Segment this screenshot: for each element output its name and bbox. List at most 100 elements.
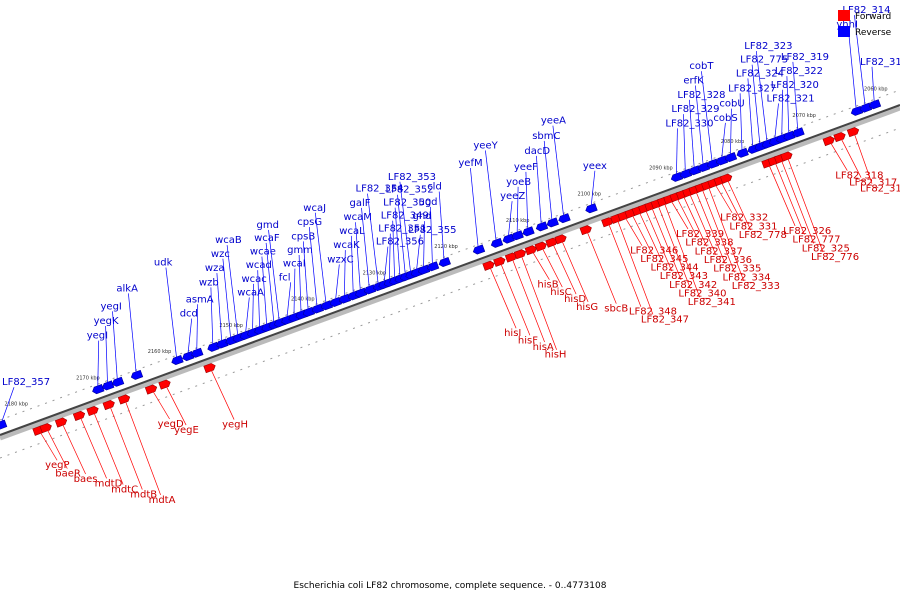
gene-label: galF bbox=[350, 198, 371, 209]
gene-label: LF82_313 bbox=[860, 57, 900, 68]
gene-arrow bbox=[158, 379, 171, 390]
gene-label: hisF bbox=[518, 335, 538, 346]
reverse-gene-LF82_329 bbox=[679, 168, 693, 179]
gene-label-leader bbox=[257, 270, 261, 331]
gene-label-leader bbox=[560, 238, 589, 302]
gene-label-leader bbox=[222, 258, 232, 341]
gene-arrow bbox=[688, 165, 702, 176]
gene-label: yeeF bbox=[514, 162, 538, 173]
reverse-gene-udk bbox=[171, 354, 184, 366]
gene-label-leader bbox=[695, 85, 704, 168]
gene-label: mdtB bbox=[130, 490, 157, 501]
gene-label-leader bbox=[551, 242, 577, 295]
gene-label-leader bbox=[540, 245, 563, 288]
reverse-gene-cpsB bbox=[302, 306, 316, 317]
scale-tick-label: 2130 kbp bbox=[363, 270, 387, 276]
reverse-gene-yegI bbox=[111, 376, 125, 387]
gene-label: LF82_338 bbox=[685, 238, 733, 249]
reverse-gene-LF82_330 bbox=[670, 171, 684, 182]
reverse-gene-wza bbox=[216, 338, 229, 349]
reverse-gene-cld bbox=[438, 256, 451, 268]
gene-label: LF82_337 bbox=[695, 246, 743, 257]
gene-arrow bbox=[534, 241, 547, 252]
gene-label: LF82_321 bbox=[767, 93, 815, 104]
gene-label: LF82_316 bbox=[860, 184, 900, 195]
gene-label: yeeZ bbox=[500, 191, 525, 202]
gene-label: yegI bbox=[87, 331, 108, 342]
gene-label-leader bbox=[350, 235, 354, 296]
gene-arrow bbox=[72, 410, 86, 421]
gene-label-leader bbox=[853, 131, 873, 184]
gene-label-leader bbox=[383, 246, 389, 285]
gene-arrow bbox=[320, 300, 334, 311]
gene-label: LF82_350 bbox=[383, 198, 431, 209]
gene-label-leader bbox=[720, 180, 742, 222]
forward-gene-yegH bbox=[203, 363, 216, 374]
gene-label: hisB bbox=[537, 280, 558, 291]
gene-label: LF82_347 bbox=[641, 314, 689, 325]
gene-label-leader bbox=[499, 261, 531, 336]
gene-label-leader bbox=[470, 167, 479, 251]
gene-label-leader bbox=[536, 155, 542, 227]
gene-arrow bbox=[490, 237, 504, 248]
gene-label-leader bbox=[45, 427, 68, 469]
gene-label-leader bbox=[415, 234, 421, 273]
gene-label: sbcB bbox=[604, 304, 628, 315]
gene-label-leader bbox=[682, 194, 707, 247]
gene-label-leader bbox=[97, 340, 100, 390]
gene-label-leader bbox=[676, 128, 678, 178]
gene-arrow bbox=[850, 105, 864, 116]
gene-label: yoeB bbox=[506, 177, 531, 188]
gene-label: alkA bbox=[116, 283, 138, 294]
scale-line-reverse bbox=[0, 89, 900, 421]
reverse-gene-wcaJ bbox=[320, 300, 334, 311]
gene-label: LF82_317 bbox=[849, 178, 897, 189]
reverse-gene-yeeF bbox=[522, 226, 535, 237]
gene-arrow bbox=[311, 303, 325, 314]
gene-label-leader bbox=[38, 430, 58, 461]
gene-label-leader bbox=[226, 245, 239, 339]
gene-label: ugd bbox=[419, 197, 438, 208]
gene-label-leader bbox=[786, 155, 824, 253]
gene-label-leader bbox=[730, 108, 732, 158]
gene-label-leader bbox=[334, 264, 340, 303]
reverse-gene-yeeY bbox=[490, 237, 504, 248]
gene-label: LF82_339 bbox=[676, 229, 724, 240]
gene-label: LF82_344 bbox=[650, 262, 698, 273]
gene-label-leader bbox=[151, 388, 170, 420]
gene-label-leader bbox=[265, 242, 275, 325]
gene-label: cobS bbox=[713, 113, 737, 124]
gene-label-leader bbox=[293, 268, 296, 318]
gene-arrow bbox=[472, 244, 486, 255]
gene-label-leader bbox=[701, 71, 713, 165]
gene-arrow bbox=[493, 256, 506, 267]
forward-gene-mdtB bbox=[102, 400, 115, 411]
gene-label-leader bbox=[423, 221, 425, 271]
gene-label-leader bbox=[187, 318, 193, 357]
gene-label-leader bbox=[701, 187, 735, 273]
gene-label: hisG bbox=[576, 302, 598, 313]
reverse-gene-wcaM bbox=[354, 287, 368, 298]
gene-arrow bbox=[363, 284, 377, 295]
gene-label: baeR bbox=[55, 469, 81, 480]
reverse-gene-yeeA bbox=[558, 213, 571, 224]
gene-arrow bbox=[833, 132, 846, 143]
gene-label: LF82_776 bbox=[811, 252, 859, 263]
gene-label-leader bbox=[392, 220, 396, 281]
gene-label: LF82_348 bbox=[629, 307, 677, 318]
reverse-gene-yeeZ bbox=[502, 233, 515, 244]
legend-reverse-swatch bbox=[838, 26, 850, 37]
scale-tick-label: 2090 kbp bbox=[649, 165, 673, 171]
gene-arrow bbox=[522, 226, 535, 237]
gene-label: LF82_777 bbox=[792, 235, 840, 246]
gene-label: LF82_324 bbox=[736, 68, 784, 79]
legend-forward-swatch bbox=[838, 10, 850, 21]
gene-label-leader bbox=[848, 29, 857, 112]
gene-label: LF82_330 bbox=[665, 118, 713, 129]
reverse-gene-cobT bbox=[706, 158, 720, 169]
gene-label-leader bbox=[552, 125, 565, 219]
gene-label-leader bbox=[112, 311, 118, 383]
gene-label: LF82_335 bbox=[713, 264, 761, 275]
